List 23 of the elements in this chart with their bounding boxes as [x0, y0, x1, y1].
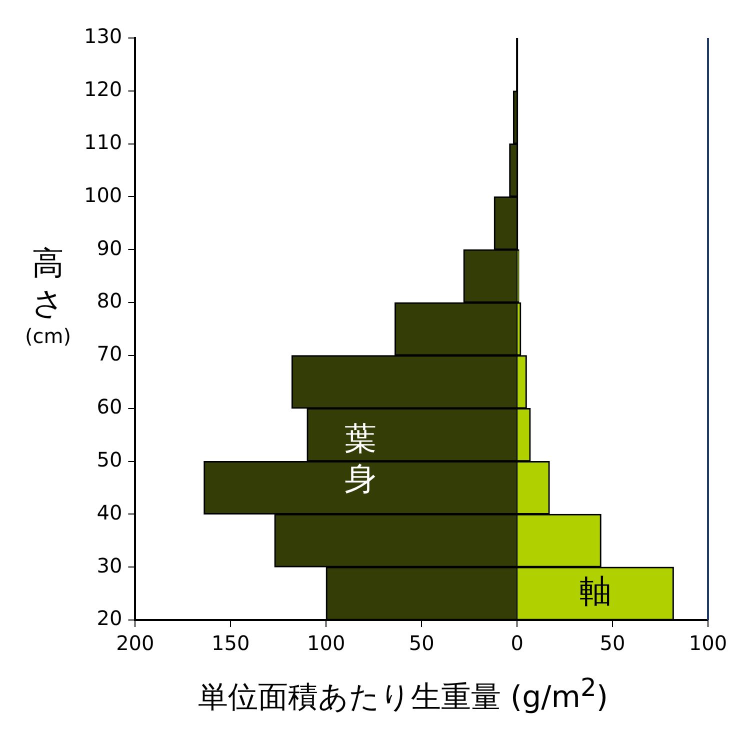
y-tick-label: 70: [96, 342, 122, 366]
y-tick-label: 50: [96, 447, 122, 472]
y-tick-label: 130: [84, 24, 122, 48]
y-tick-label: 40: [96, 500, 122, 524]
x-tick-label: 150: [212, 631, 250, 656]
x-tick-label: 50: [600, 631, 626, 656]
y-tick-label: 20: [96, 606, 122, 630]
y-tick-label: 120: [84, 77, 122, 102]
x-tick-label: 0: [510, 631, 524, 656]
y-tick-label: 90: [96, 236, 122, 260]
series-label: 軸: [579, 572, 612, 610]
y-tick-label: 100: [84, 182, 122, 207]
y-tick-label: 30: [96, 553, 122, 578]
series-label: 葉身: [344, 420, 376, 498]
y-tick-label: 60: [96, 394, 122, 419]
x-tick-label: 100: [307, 631, 346, 656]
y-axis-title: 高さ (cm): [24, 243, 72, 349]
y-tick-label: 80: [96, 288, 122, 313]
x-tick-label: 200: [116, 631, 154, 656]
y-tick-label: 110: [84, 130, 122, 154]
x-tick-label: 50: [408, 631, 434, 656]
x-tick-label: 100: [688, 631, 728, 656]
x-axis-title: 単位面積あたり生重量 (g/m$^{2}$): [196, 673, 610, 717]
